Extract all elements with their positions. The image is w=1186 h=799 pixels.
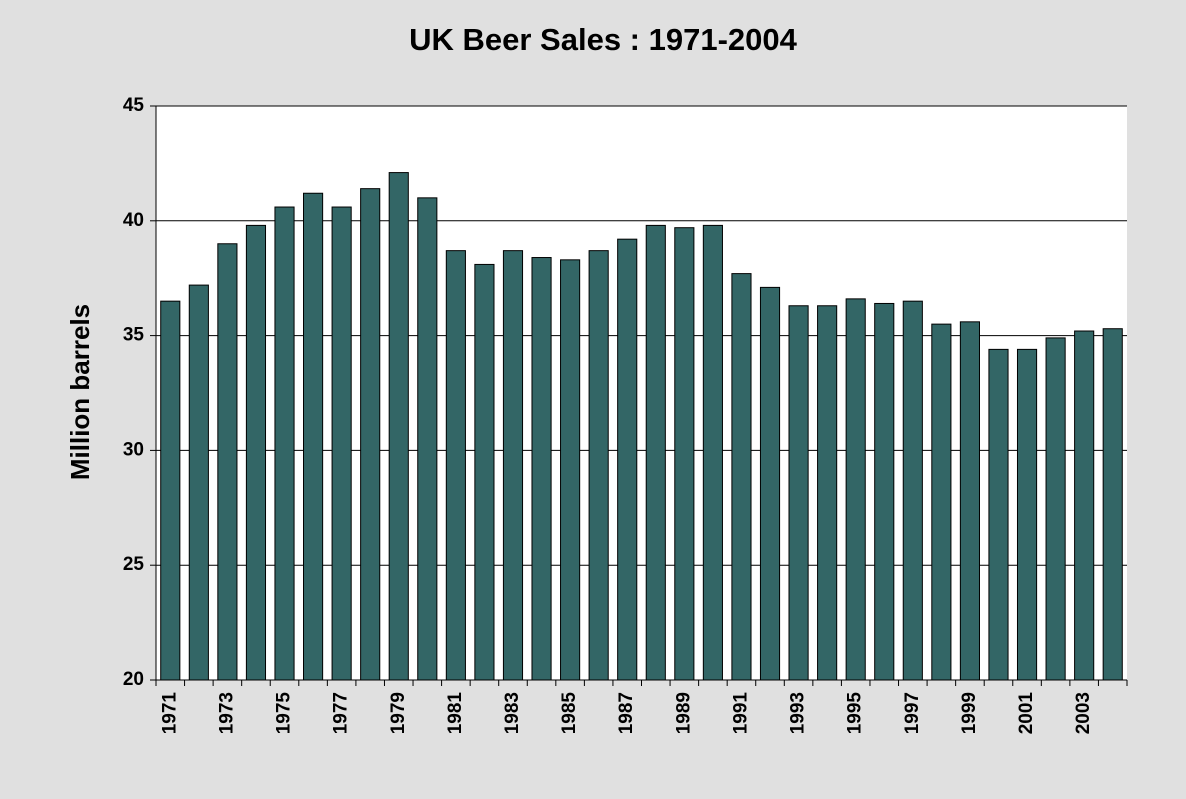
bar — [702, 224, 723, 681]
bar — [160, 300, 181, 681]
bar — [988, 348, 1009, 681]
bar — [188, 284, 209, 681]
y-tick-label: 45 — [123, 95, 145, 116]
x-tick-label: 1973 — [216, 692, 237, 734]
y-tick-label: 25 — [123, 554, 145, 575]
bar — [502, 250, 524, 681]
x-tick-label: 1975 — [274, 692, 295, 735]
bar — [1045, 337, 1066, 681]
bar — [1016, 348, 1038, 681]
x-tick-label: 1995 — [845, 692, 866, 735]
bar — [560, 259, 581, 681]
bar — [902, 300, 923, 681]
y-tick-label: 40 — [123, 210, 144, 231]
bar — [959, 321, 980, 681]
x-tick-label: 1991 — [730, 692, 751, 735]
x-tick-label: 1983 — [502, 692, 523, 734]
x-tick-label: 1979 — [388, 692, 409, 734]
bar — [445, 250, 466, 681]
y-tick-label: 30 — [123, 439, 144, 460]
x-tick-label: 1981 — [445, 692, 466, 735]
bar — [788, 305, 809, 681]
bar — [845, 298, 866, 681]
y-tick-label: 20 — [123, 669, 144, 690]
x-tick-label: 1993 — [788, 692, 809, 734]
bar — [1074, 330, 1095, 681]
bar — [731, 273, 752, 681]
bar — [217, 243, 238, 681]
bar — [388, 172, 409, 681]
bar — [360, 188, 381, 681]
x-tick-label: 1985 — [559, 692, 580, 735]
bar — [417, 197, 438, 681]
bar — [874, 302, 895, 681]
x-tick-label: 1997 — [902, 692, 923, 734]
bar — [274, 206, 295, 681]
plot-area — [156, 106, 1127, 680]
chart-title: UK Beer Sales : 1971-2004 — [409, 22, 798, 57]
bar — [588, 250, 609, 681]
bar — [817, 305, 838, 681]
x-tick-label: 1971 — [159, 692, 180, 735]
bar — [674, 227, 695, 681]
bar — [645, 224, 666, 681]
bar — [331, 206, 352, 681]
bar — [303, 192, 324, 681]
bar — [1102, 328, 1123, 681]
bar — [617, 238, 638, 681]
x-tick-label: 1977 — [331, 692, 352, 734]
x-tick-label: 2003 — [1073, 692, 1094, 734]
y-tick-label: 35 — [123, 325, 145, 346]
x-tick-label: 1999 — [959, 692, 980, 734]
y-axis-label: Million barrels — [65, 304, 95, 480]
x-tick-label: 1987 — [616, 692, 637, 734]
bar — [474, 263, 495, 681]
bar — [931, 323, 952, 681]
x-tick-label: 1989 — [673, 692, 694, 734]
bar — [531, 257, 552, 681]
bar — [245, 224, 267, 681]
x-tick-label: 2001 — [1016, 692, 1037, 735]
bar — [759, 286, 781, 681]
